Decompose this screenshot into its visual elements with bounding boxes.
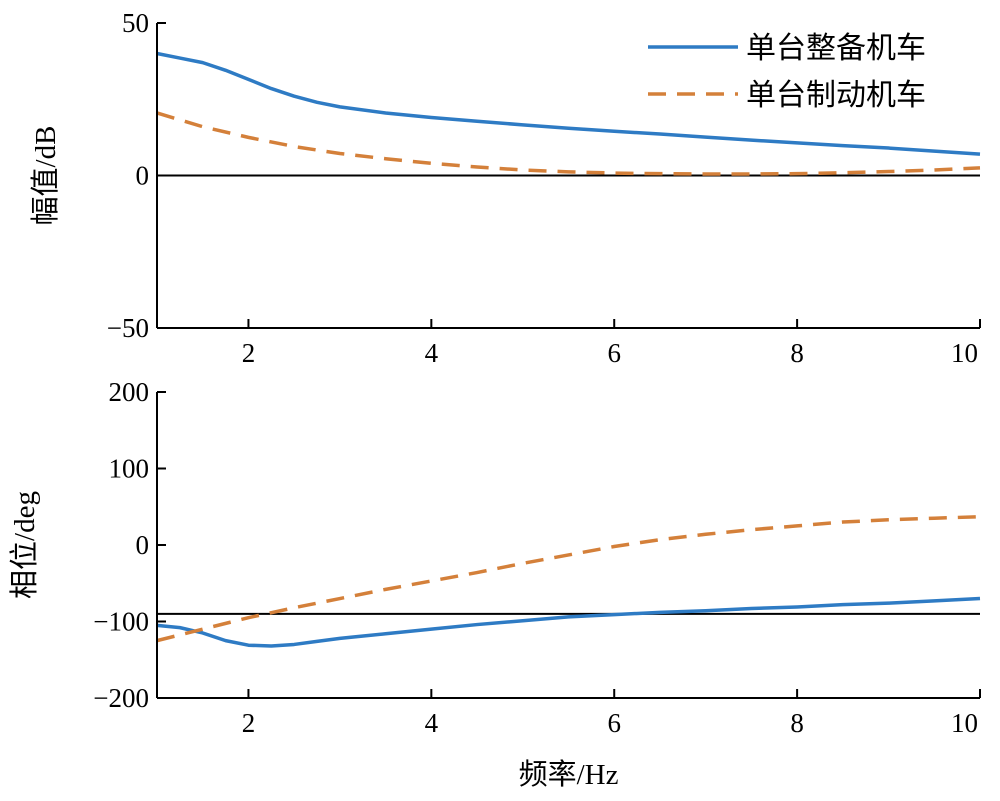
y-axis-label: 相位/deg xyxy=(8,491,41,599)
y-tick-label: 50 xyxy=(122,8,149,38)
y-axis-label: 幅值/dB xyxy=(29,126,62,226)
x-tick-label: 2 xyxy=(242,708,256,738)
legend-label: 单台整备机车 xyxy=(746,32,926,65)
x-tick-label: 2 xyxy=(242,338,256,368)
series-line-servicing-locomotive xyxy=(156,596,981,648)
x-axis-label: 频率/Hz xyxy=(519,758,619,791)
y-tick-label: −100 xyxy=(93,607,149,637)
x-tick-label: 6 xyxy=(607,338,621,368)
y-tick-label: 0 xyxy=(136,161,150,191)
series-line-servicing-locomotive xyxy=(156,51,981,156)
phase-panel: 200 100 0 −100 −200 2 4 6 8 10 相位/deg 频率/Hz xyxy=(8,377,981,791)
y-tick-label: 200 xyxy=(109,377,150,407)
y-tick-label: −200 xyxy=(93,683,149,713)
y-tick-label: 0 xyxy=(136,530,150,560)
y-tick-label: 100 xyxy=(109,454,150,484)
x-tick-label: 10 xyxy=(951,708,978,738)
series-line-braking-locomotive xyxy=(156,111,981,176)
x-tick-label: 4 xyxy=(425,338,439,368)
x-tick-label: 6 xyxy=(607,708,621,738)
x-tick-label: 8 xyxy=(790,338,804,368)
x-tick-label: 10 xyxy=(951,338,978,368)
x-tick-label: 8 xyxy=(790,708,804,738)
y-tick-label: −50 xyxy=(107,313,149,343)
x-tick-label: 4 xyxy=(425,708,439,738)
series-line-braking-locomotive xyxy=(156,514,981,643)
legend-label: 单台制动机车 xyxy=(746,79,926,112)
